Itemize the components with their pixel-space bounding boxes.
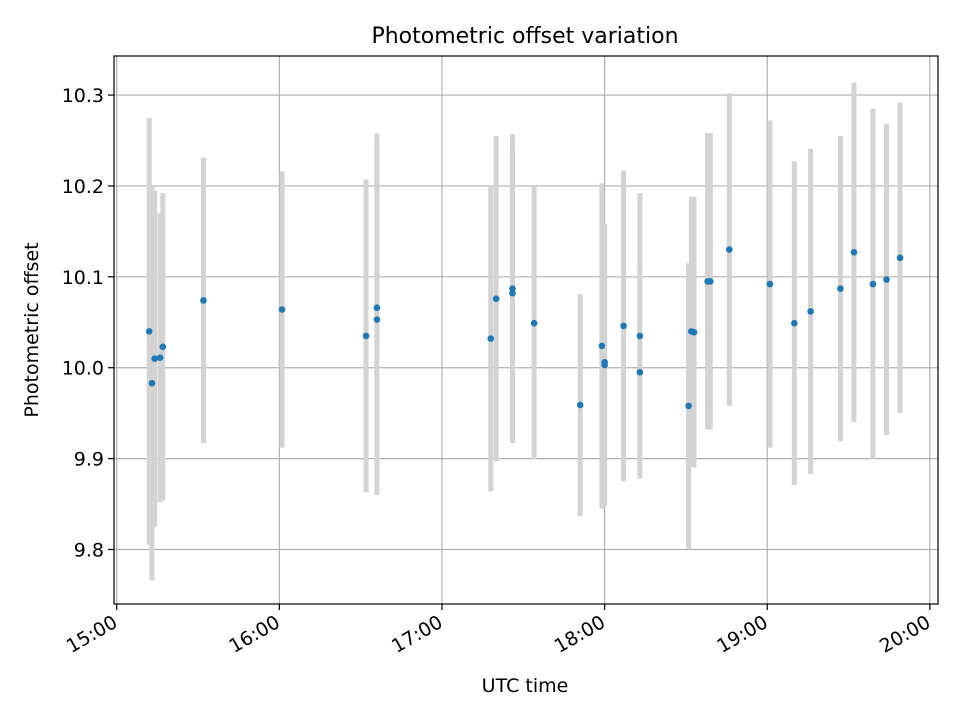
grid xyxy=(114,56,938,604)
y-tick-label: 10.2 xyxy=(62,176,104,198)
y-tick-label: 10.1 xyxy=(62,267,104,289)
y-axis: 9.8 9.9 10.0 10.1 10.2 10.3 xyxy=(62,85,114,561)
data-point xyxy=(509,285,516,292)
data-point xyxy=(690,328,698,336)
data-points xyxy=(145,246,904,410)
data-point xyxy=(707,278,714,285)
data-point xyxy=(148,379,156,387)
y-tick-label: 9.9 xyxy=(74,449,104,471)
data-point xyxy=(492,295,500,302)
data-point xyxy=(766,280,774,288)
data-point xyxy=(200,297,207,304)
data-point xyxy=(156,354,164,362)
data-point xyxy=(807,308,814,315)
data-point xyxy=(896,254,904,262)
data-point xyxy=(598,342,606,350)
data-point xyxy=(373,304,381,312)
data-point xyxy=(278,306,286,313)
data-point xyxy=(883,276,890,283)
data-point xyxy=(151,355,158,362)
data-point xyxy=(601,358,608,366)
y-axis-label: Photometric offset xyxy=(21,242,43,417)
data-point xyxy=(509,289,516,297)
y-tick-label: 9.8 xyxy=(74,539,104,561)
chart-title: Photometric offset variation xyxy=(371,24,678,49)
y-tick-label: 10.3 xyxy=(62,85,104,107)
data-point xyxy=(869,280,877,288)
data-point xyxy=(685,402,692,410)
x-axis-label: UTC time xyxy=(482,675,569,697)
data-point xyxy=(850,248,858,256)
data-point xyxy=(636,368,644,376)
data-point xyxy=(362,332,370,340)
data-point xyxy=(487,335,495,342)
data-point xyxy=(145,328,153,335)
data-point xyxy=(837,285,844,292)
data-point xyxy=(725,246,733,253)
data-point xyxy=(620,322,627,330)
data-point xyxy=(373,316,381,323)
data-point xyxy=(791,319,798,327)
y-tick-label: 10.0 xyxy=(62,358,104,380)
data-point xyxy=(636,332,644,340)
data-point xyxy=(530,319,538,327)
plot-frame xyxy=(113,55,939,605)
data-point xyxy=(576,401,584,409)
data-point xyxy=(159,343,167,351)
